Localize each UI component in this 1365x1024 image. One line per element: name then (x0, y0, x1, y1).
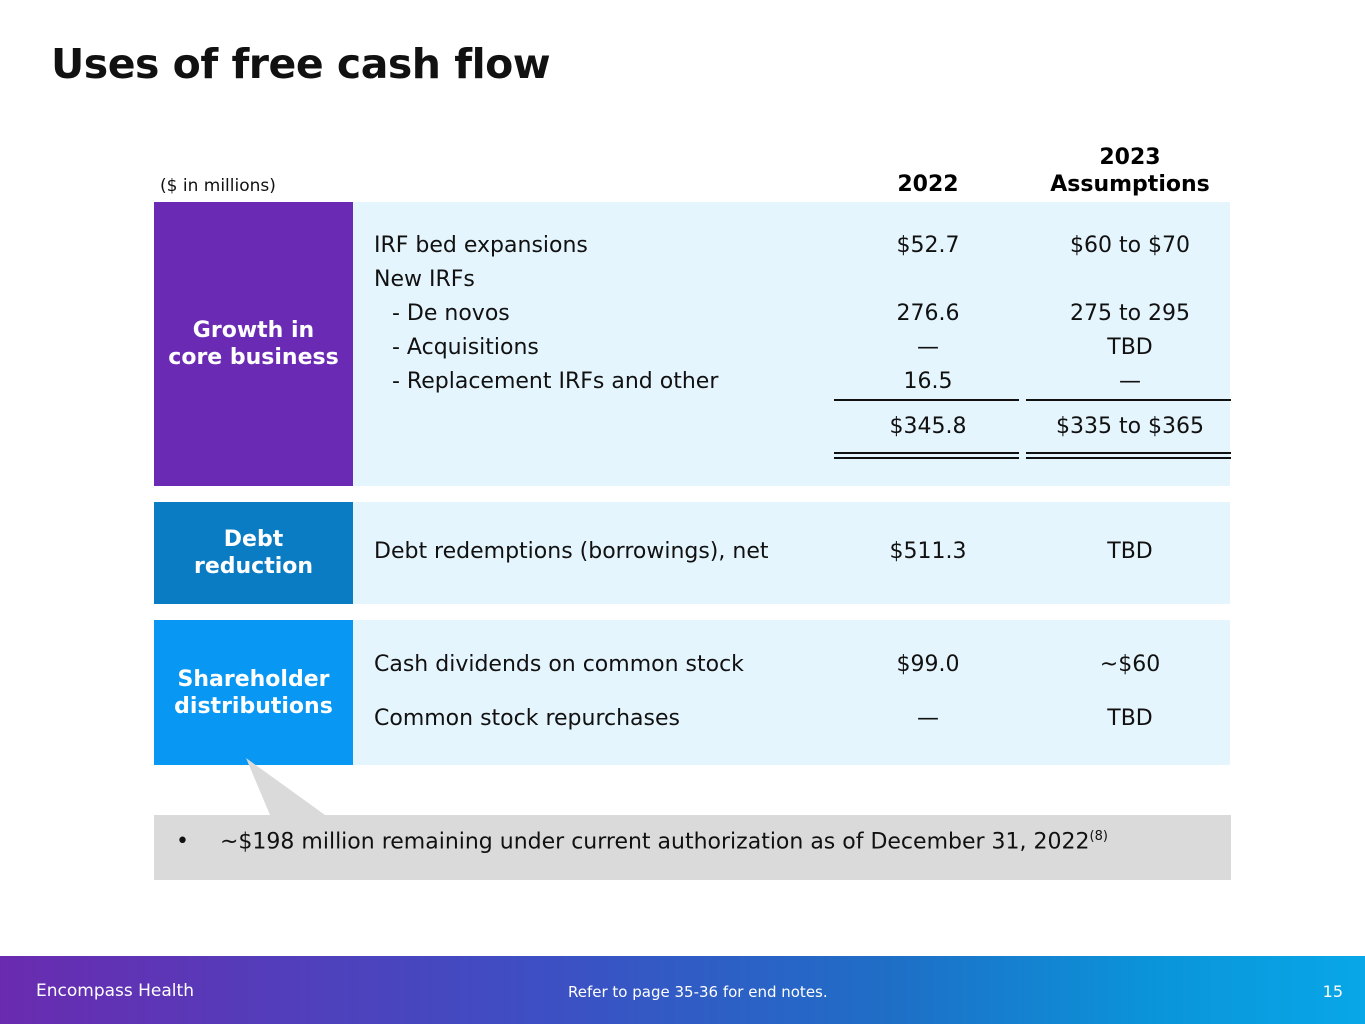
shareholder-label-box: Shareholder distributions (154, 620, 353, 765)
units-label: ($ in millions) (160, 176, 276, 196)
growth-total-2023: $335 to $365 (1055, 414, 1205, 439)
footer-brand: Encompass Health (36, 981, 194, 1001)
growth-row-2022: 16.5 (903, 369, 953, 394)
growth-row-2022: 276.6 (896, 301, 960, 326)
callout-text-body: ~$198 million remaining under current au… (220, 829, 1090, 855)
debt-label-box: Debt reduction (154, 502, 353, 604)
growth-row-label: - Acquisitions (392, 335, 539, 360)
growth-row-2023: — (1119, 369, 1141, 394)
growth-row-2022: $52.7 (896, 233, 960, 258)
column-header-2023-label: Assumptions (1050, 172, 1210, 197)
shareholder-label-line1: Shareholder (177, 666, 330, 692)
growth-row-label: IRF bed expansions (374, 233, 588, 258)
footer-endnote-reference: Refer to page 35-36 for end notes. (568, 983, 828, 1001)
growth-panel: Growth in core business (154, 202, 1230, 486)
subtotal-rule-2023 (1026, 399, 1231, 401)
debt-row-label: Debt redemptions (borrowings), net (374, 539, 769, 564)
column-header-2023-year: 2023 (1099, 145, 1161, 170)
shareholder-row-2022: — (917, 706, 939, 731)
growth-label-line2: core business (168, 345, 339, 370)
total-double-rule-2023 (1026, 452, 1231, 459)
growth-total-2022: $345.8 (889, 414, 967, 439)
debt-label-line1: Debt (223, 527, 284, 552)
growth-row-2023: $60 to $70 (1069, 233, 1191, 258)
page-number: 15 (1322, 982, 1343, 1001)
growth-label-line1: Growth in (192, 318, 315, 343)
shareholder-row-2023: TBD (1107, 706, 1153, 731)
shareholder-label-line2: distributions (174, 693, 333, 719)
growth-row-2022: — (917, 335, 939, 360)
debt-row-2023: TBD (1107, 539, 1153, 564)
column-header-2022: 2022 (897, 172, 959, 197)
growth-row-label: New IRFs (374, 267, 475, 292)
callout-footnote: (8) (1089, 829, 1108, 844)
page-title: Uses of free cash flow (51, 40, 551, 88)
shareholder-panel: Shareholder distributions (154, 620, 1230, 765)
shareholder-row-label: Common stock repurchases (374, 706, 681, 731)
footer-bar: Encompass Health Refer to page 35-36 for… (0, 956, 1365, 1024)
growth-row-2023: 275 to 295 (1069, 301, 1191, 326)
growth-row-label: - Replacement IRFs and other (392, 369, 719, 394)
shareholder-row-label: Cash dividends on common stock (374, 652, 744, 677)
growth-row-2023: TBD (1107, 335, 1153, 360)
shareholder-row-2023: ~$60 (1099, 652, 1161, 677)
debt-panel: Debt reduction (154, 502, 1230, 604)
subtotal-rule-2022 (834, 399, 1019, 401)
callout-box (154, 815, 1231, 880)
debt-label-line2: reduction (193, 554, 314, 579)
callout-text: ~$198 million remaining under current au… (220, 829, 1108, 854)
growth-row-label: - De novos (392, 301, 510, 326)
column-header-2023-assumptions: 2023 Assumptions (1030, 144, 1230, 198)
total-double-rule-2022 (834, 452, 1019, 459)
growth-label-box: Growth in core business (154, 202, 353, 486)
debt-row-2022: $511.3 (889, 539, 967, 564)
callout-bullet: • (176, 829, 189, 854)
shareholder-row-2022: $99.0 (896, 652, 960, 677)
